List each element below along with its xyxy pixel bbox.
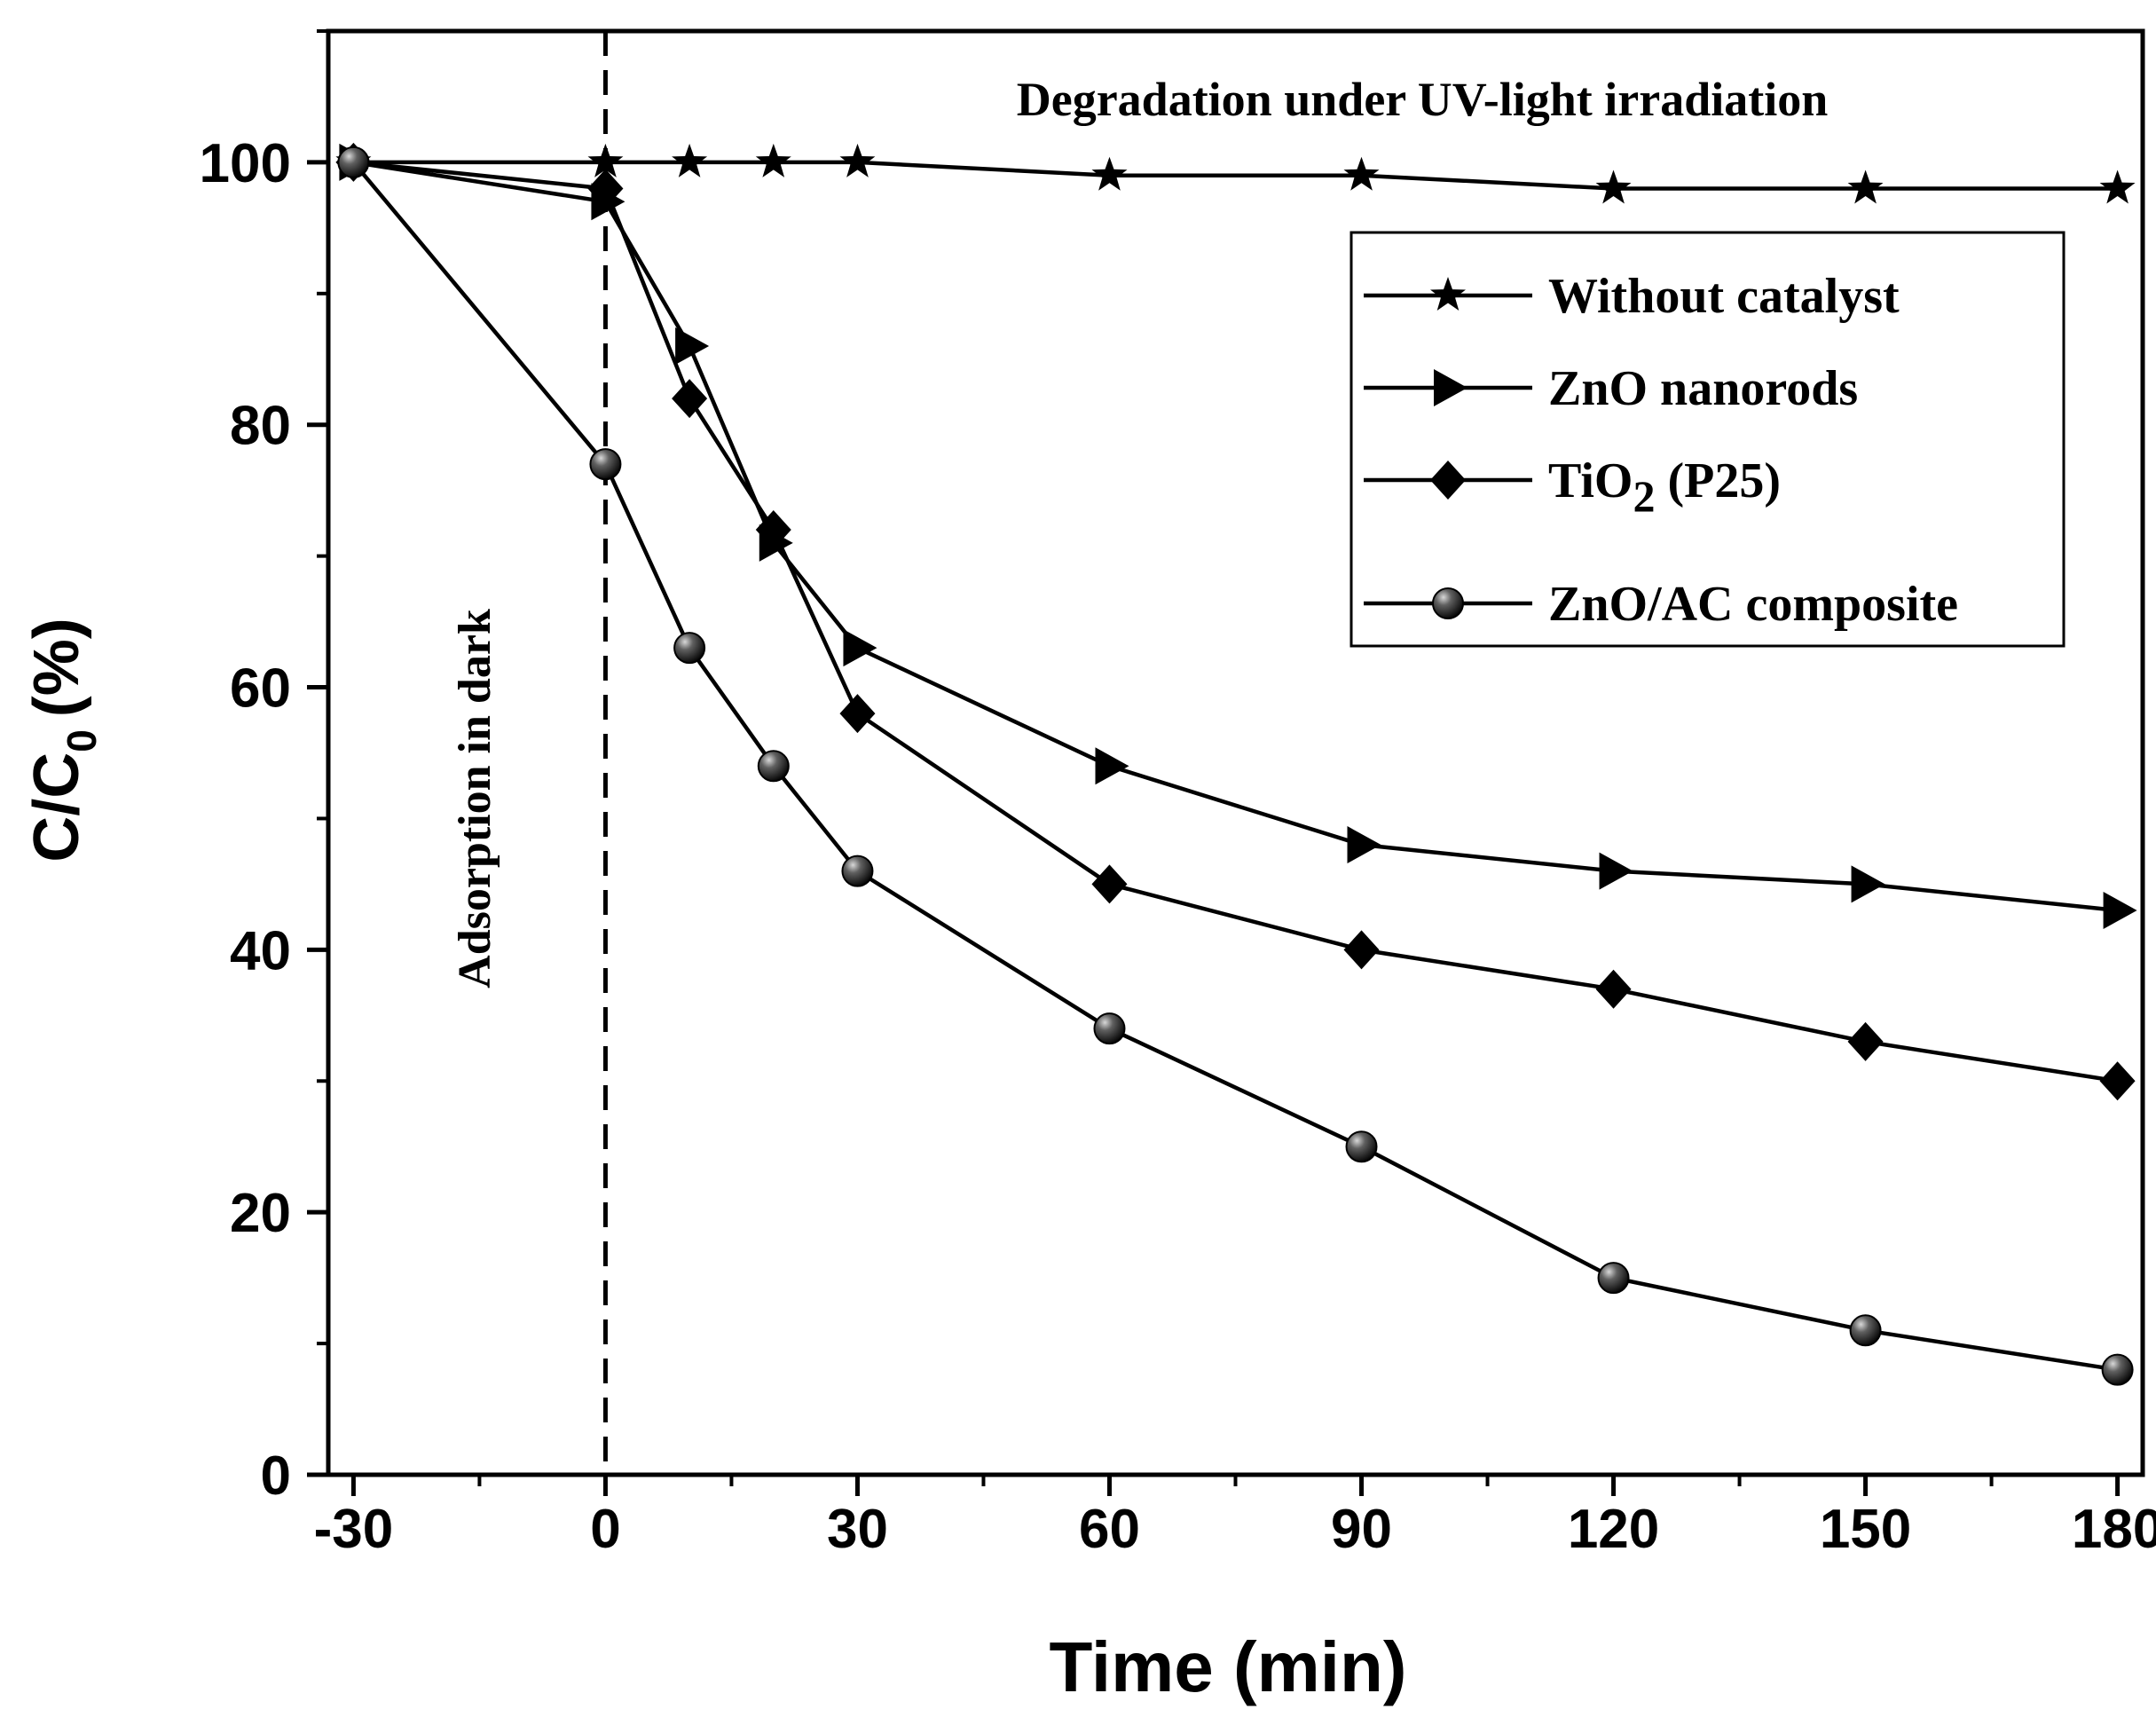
data-point <box>587 169 624 209</box>
x-tick-label: 60 <box>1079 1499 1140 1560</box>
x-tick-label: 120 <box>1568 1499 1659 1560</box>
data-point <box>1847 1021 1884 1061</box>
legend-marker <box>1432 587 1464 619</box>
legend-label: Without catalyst <box>1548 269 1900 324</box>
y-axis-label: C/C0(%) <box>21 618 105 862</box>
x-tick-label: 30 <box>827 1499 888 1560</box>
series-line <box>353 160 2118 191</box>
legend-item: ZnO nanorods <box>1364 361 1858 416</box>
y-tick-label: 100 <box>200 133 291 194</box>
data-point <box>1597 1262 1630 1295</box>
data-point <box>1091 156 1128 191</box>
y-tick-label: 60 <box>230 658 291 720</box>
data-point <box>1595 969 1632 1009</box>
legend-label: TiO2 (P25) <box>1548 453 1781 521</box>
data-point <box>1343 930 1380 970</box>
series-line <box>353 160 2118 913</box>
x-tick-label: 180 <box>2072 1499 2156 1560</box>
legend-box <box>1349 231 2066 648</box>
data-point <box>1849 1314 1882 1347</box>
data-point <box>843 629 877 667</box>
data-point <box>755 510 791 550</box>
legend-label: ZnO nanorods <box>1548 361 1858 416</box>
legend: Without catalyst ZnO nanorods TiO2 (P25) Zn… <box>1349 231 2066 648</box>
data-point <box>672 143 708 177</box>
data-point <box>1091 864 1128 904</box>
x-tick-label: -30 <box>314 1499 394 1560</box>
data-point <box>1847 169 1884 204</box>
series-3 <box>337 146 2134 1386</box>
data-point <box>1095 747 1129 785</box>
data-point <box>2099 1061 2136 1101</box>
x-tick-label: 0 <box>590 1499 620 1560</box>
legend-item: TiO2 (P25) <box>1364 453 1781 521</box>
legend-label: ZnO/AC composite <box>1548 577 1958 632</box>
data-point <box>1343 156 1380 191</box>
data-point <box>841 855 874 887</box>
axis-tick-labels: -30 0 30 60 90 120 150 180 0 20 40 60 80 100 <box>200 133 2156 1560</box>
annotation-uv-degradation: Degradation under UV-light irradiation <box>1017 73 1829 126</box>
data-point <box>587 143 624 177</box>
data-point <box>757 750 790 783</box>
series-line <box>353 160 2118 1083</box>
data-point <box>673 632 706 665</box>
y-tick-label: 0 <box>261 1445 291 1507</box>
data-point <box>2101 1353 2134 1386</box>
data-point <box>672 379 708 419</box>
series-layer <box>335 142 2137 1386</box>
data-point <box>1093 1012 1126 1045</box>
series-0 <box>335 143 2136 204</box>
x-tick-label: 150 <box>1820 1499 1911 1560</box>
y-tick-label: 40 <box>230 920 291 981</box>
x-tick-label: 90 <box>1331 1499 1392 1560</box>
data-point <box>1595 169 1632 204</box>
data-point <box>1851 865 1885 903</box>
x-axis-label: Time (min) <box>1049 1627 1406 1706</box>
legend-marker <box>1434 369 1467 406</box>
data-point <box>1599 852 1633 890</box>
y-tick-label: 20 <box>230 1183 291 1244</box>
data-point <box>839 143 876 177</box>
data-point <box>337 146 370 178</box>
y-tick-label: 80 <box>230 396 291 457</box>
series-1 <box>339 143 2137 929</box>
data-point <box>1345 1130 1378 1163</box>
data-point <box>2103 891 2137 929</box>
data-point <box>839 694 876 734</box>
legend-marker <box>1430 277 1466 311</box>
legend-item: ZnO/AC composite <box>1364 577 1958 632</box>
data-point <box>755 143 791 177</box>
data-point <box>589 448 622 481</box>
annotation-adsorption-dark: Adsorption in dark <box>450 609 500 988</box>
legend-marker <box>1430 461 1466 500</box>
plot-frame <box>326 28 2145 1477</box>
legend-item: Without catalyst <box>1364 269 1900 324</box>
series-line <box>351 161 2118 1372</box>
data-point <box>1347 826 1381 864</box>
data-point <box>2099 169 2136 204</box>
data-point <box>675 327 710 365</box>
